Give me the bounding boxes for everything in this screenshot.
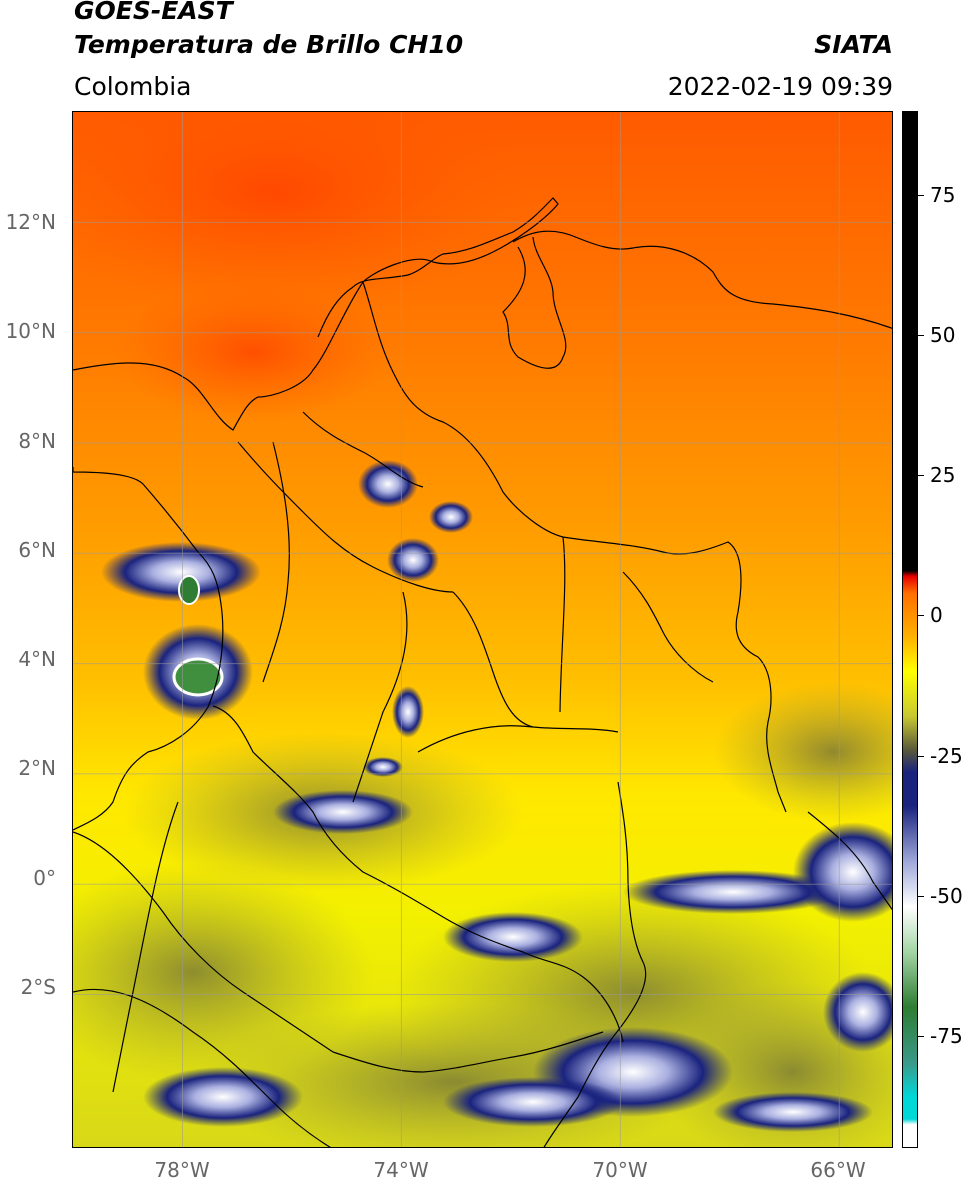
lat-label-4n: 4°N [18,647,56,671]
lat-label-2n: 2°N [18,756,56,780]
cold-cloud-tops [172,575,224,697]
coastlines-borders [73,197,892,1147]
colorbar-tick-label: 0 [930,603,943,628]
colorbar-tick-mark [918,755,924,757]
agency-label: SIATA [814,30,893,59]
lon-label-70w: 70°W [592,1158,648,1182]
colorbar-tick-label: -75 [930,1023,963,1048]
lat-label-10n: 10°N [5,319,56,343]
colorbar-tick-label: 25 [930,463,956,488]
convective-clouds [101,460,892,1132]
lat-label-6n: 6°N [18,538,56,562]
lon-label-66w: 66°W [810,1158,866,1182]
colorbar-tick-label: -50 [930,883,963,908]
colorbar-tick-label: -25 [930,743,963,768]
lat-label-0: 0° [33,866,56,890]
warm-region [113,282,393,422]
product-title: Temperatura de Brillo CH10 [74,30,464,59]
datetime-label: 2022-02-19 09:39 [667,72,893,101]
colorbar-tick-label: 75 [930,183,956,208]
colorbar-tick-mark [918,195,924,197]
lat-label-8n: 8°N [18,429,56,453]
region-label: Colombia [74,72,192,101]
colorbar [902,111,918,1148]
satellite-map [72,111,893,1148]
colorbar-tick-mark [918,615,924,617]
colorbar-tick-mark [918,1035,924,1037]
colorbar-tick-label: 50 [930,323,956,348]
lat-label-12n: 12°N [5,210,56,234]
colorbar-tick-mark [918,895,924,897]
lon-label-74w: 74°W [373,1158,429,1182]
colorbar-tick-mark [918,475,924,477]
lat-label-2s: 2°S [20,975,56,999]
colorbar-tick-mark [918,335,924,337]
warm-region [73,112,533,312]
map-canvas [73,112,892,1147]
lon-label-78w: 78°W [154,1158,210,1182]
graticule [73,112,892,1147]
satellite-title: GOES-EAST [74,0,233,25]
